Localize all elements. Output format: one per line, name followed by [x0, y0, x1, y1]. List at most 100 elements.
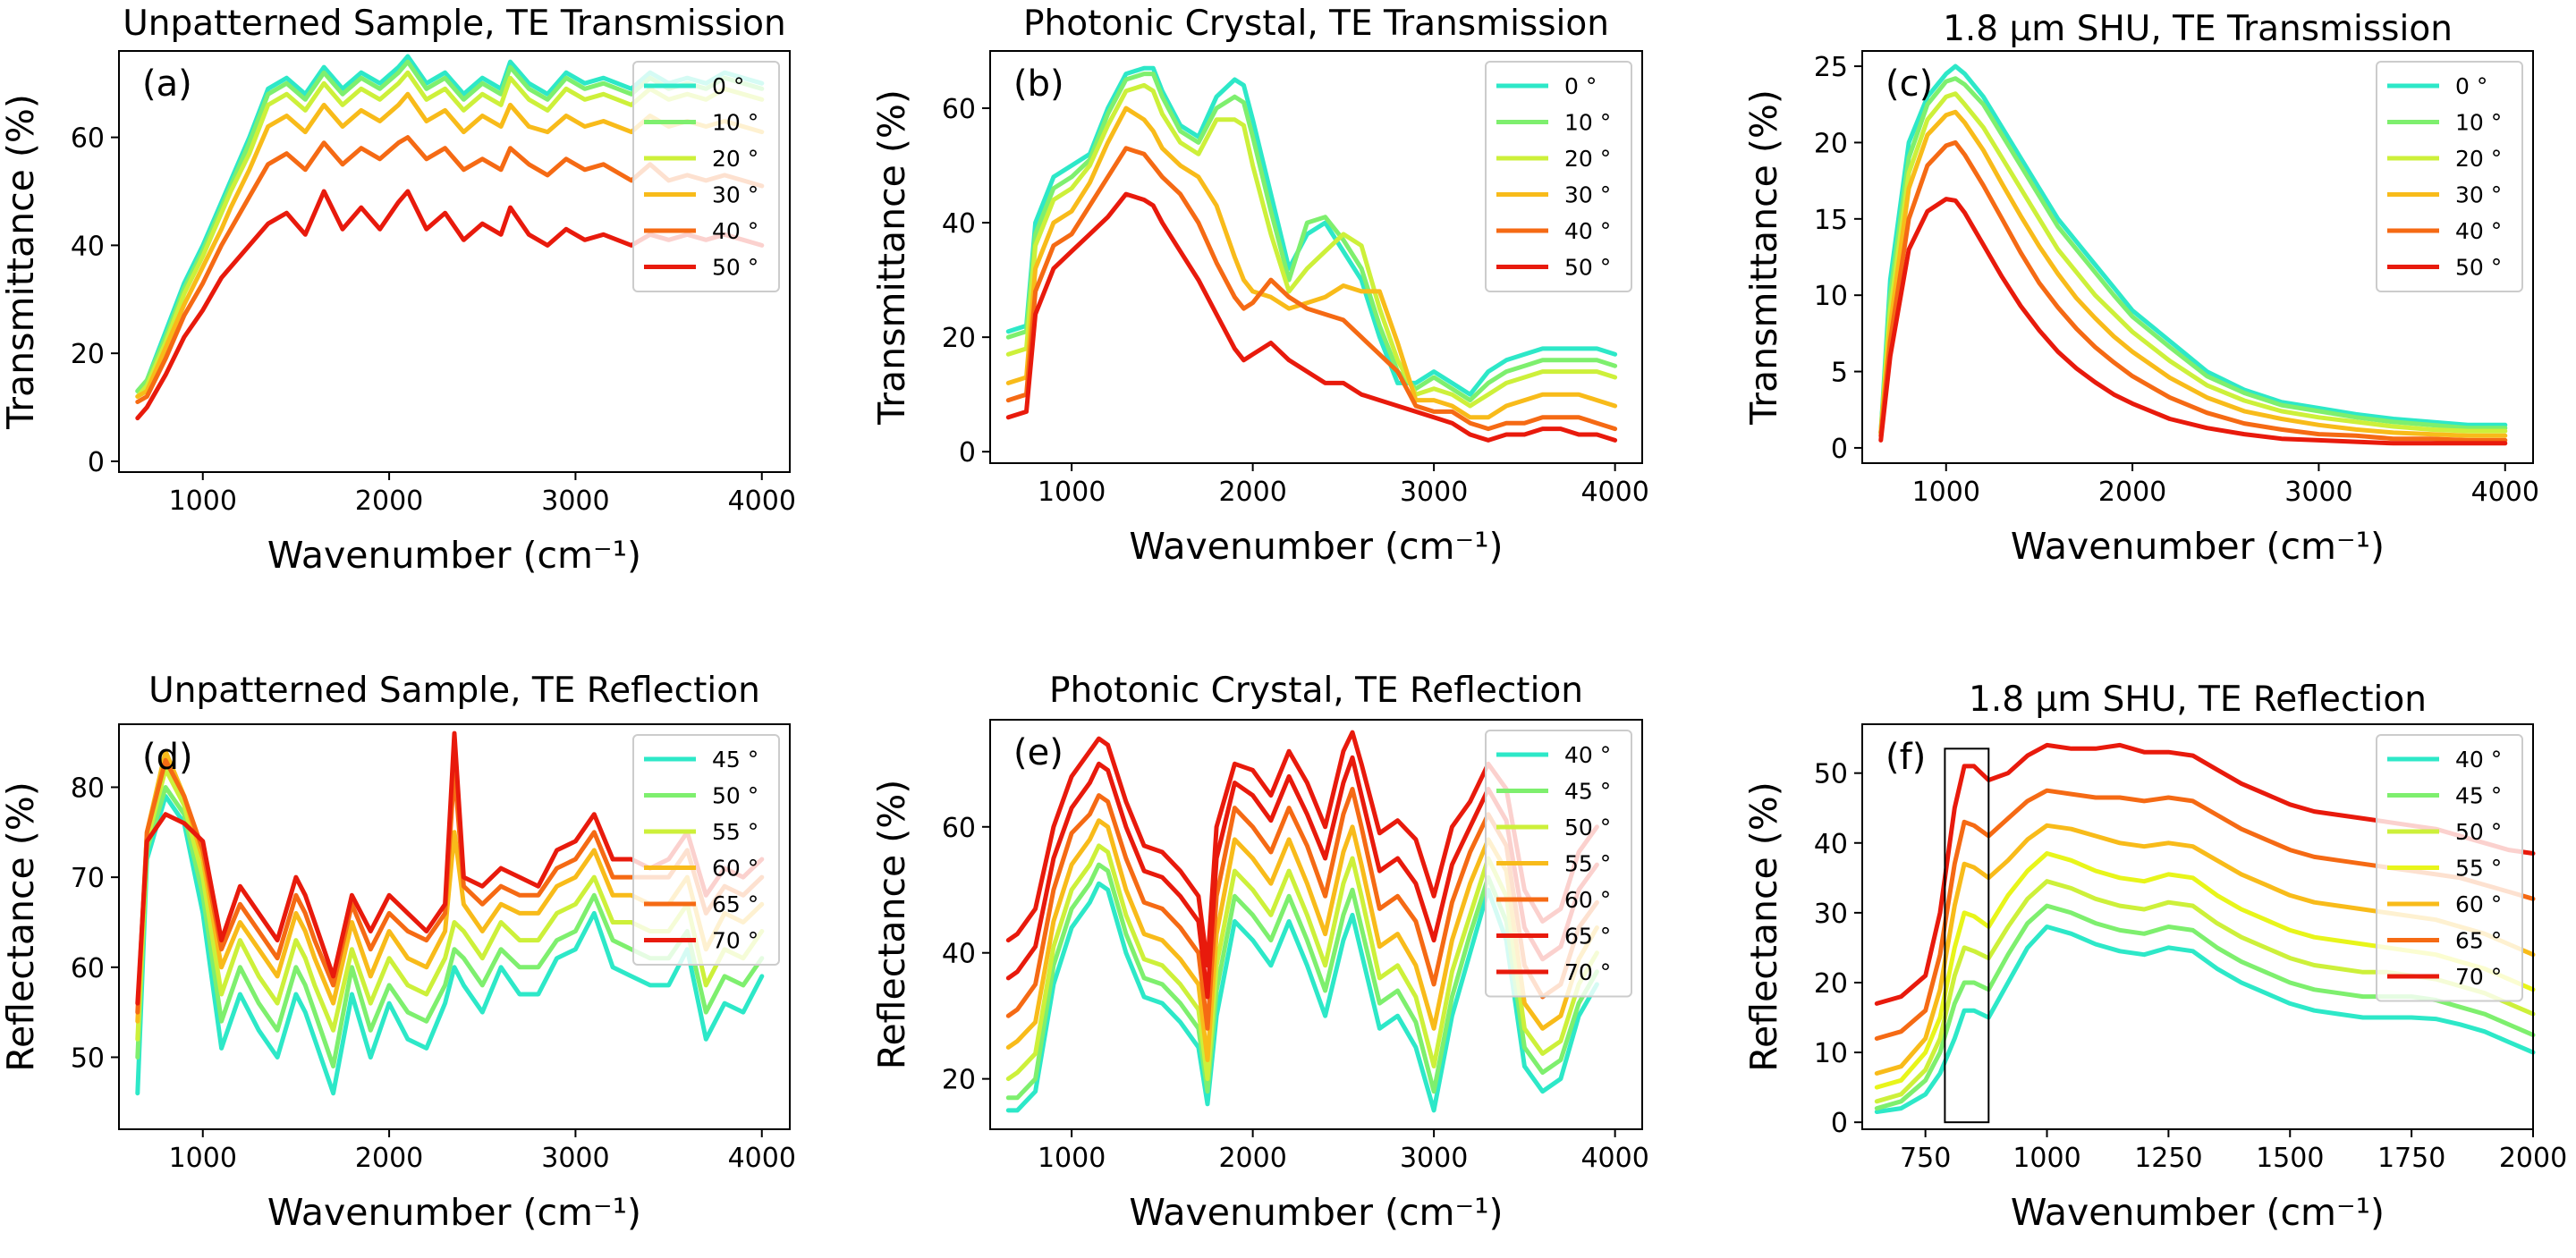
panel-label: (c) [1885, 63, 1933, 105]
legend: 40 ° 45 ° 50 ° 55 ° 60 ° 65 ° 70 ° [2376, 734, 2523, 1002]
panel-label: (a) [142, 63, 192, 105]
y-tick-label: 70 [71, 863, 105, 894]
x-tick-label: 4000 [2471, 477, 2539, 508]
x-tick-label: 1000 [1038, 1143, 1106, 1174]
panel-e: 1000 2000 3000 4000 20 40 60 Photonic Crystal, … [870, 671, 1649, 1234]
x-axis-label: Wavenumber (cm⁻¹) [1129, 525, 1503, 568]
chart-title: Unpatterned Sample, TE Reflection [148, 671, 760, 711]
series-line [1005, 146, 1618, 432]
x-tick-label: 3000 [2284, 477, 2352, 508]
y-tick-label: 40 [71, 231, 105, 262]
y-axis-label: Reflectance (%) [870, 780, 913, 1069]
x-tick-label: 2000 [1218, 1143, 1286, 1174]
legend-entry: 55 ° [1564, 851, 1611, 877]
x-axis-label: Wavenumber (cm⁻¹) [1129, 1191, 1503, 1234]
legend-entry: 70 ° [712, 928, 758, 954]
panel-b: 1000 2000 3000 4000 0 20 40 60 Photonic Crystal,… [870, 4, 1649, 568]
legend: 0 ° 10 ° 20 ° 30 ° 40 ° 50 ° [1485, 61, 1632, 292]
x-tick-label: 1250 [2134, 1143, 2202, 1174]
x-axis-label: Wavenumber (cm⁻¹) [2011, 1191, 2385, 1234]
y-tick-label: 15 [1814, 205, 1848, 236]
y-tick-label: 0 [959, 437, 976, 469]
series-line [1878, 76, 2508, 435]
series-line [1878, 197, 2508, 446]
series-line [1874, 925, 2536, 1114]
y-tick-label: 50 [71, 1043, 105, 1074]
chart-title: Photonic Crystal, TE Transmission [1023, 4, 1609, 44]
legend: 0 ° 10 ° 20 ° 30 ° 40 ° 50 ° [2376, 61, 2523, 292]
legend-entry: 55 ° [712, 819, 758, 845]
legend: 40 ° 45 ° 50 ° 55 ° 60 ° 65 ° 70 ° [1485, 730, 1632, 998]
x-tick-label: 2000 [1218, 477, 1286, 508]
legend-entry: 10 ° [2455, 110, 2502, 136]
legend-entry: 40 ° [2455, 747, 2502, 773]
legend-entry: 55 ° [2455, 856, 2502, 882]
legend-entry: 70 ° [1564, 959, 1611, 985]
x-tick-label: 1000 [169, 1143, 237, 1174]
legend-box [632, 734, 780, 966]
legend-entry: 65 ° [2455, 928, 2502, 954]
x-tick-label: 750 [1900, 1143, 1951, 1174]
legend-entry: 40 ° [2455, 218, 2502, 244]
legend-entry: 0 ° [1564, 73, 1597, 99]
legend-entry: 40 ° [1564, 742, 1611, 768]
panel-d: 1000 2000 3000 4000 50 60 70 80 Unpatterned Samp… [0, 671, 796, 1234]
legend-entry: 60 ° [712, 856, 758, 882]
legend-entry: 40 ° [1564, 218, 1611, 244]
panel-label: (d) [142, 737, 193, 778]
series-line [135, 794, 765, 1096]
legend-entry: 60 ° [1564, 887, 1611, 913]
legend-entry: 20 ° [2455, 146, 2502, 172]
x-tick-label: 4000 [728, 1143, 796, 1174]
legend-box [2376, 61, 2523, 292]
x-tick-label: 1750 [2377, 1143, 2445, 1174]
x-tick-label: 1000 [1912, 477, 1980, 508]
panel-a: 1000 2000 3000 4000 0 20 40 60 Unpatterned Sampl… [0, 4, 796, 577]
x-axis-label: Wavenumber (cm⁻¹) [267, 1191, 641, 1234]
legend-entry: 30 ° [712, 182, 758, 208]
x-tick-label: 1000 [169, 485, 237, 517]
y-tick-label: 20 [1814, 968, 1848, 1000]
series-line [1878, 91, 2508, 435]
y-tick-label: 20 [1814, 128, 1848, 159]
y-tick-label: 60 [942, 813, 976, 844]
y-tick-label: 5 [1831, 358, 1848, 389]
legend-entry: 0 ° [2455, 73, 2487, 99]
axes-frame [118, 723, 791, 1130]
panel-c: 1000 2000 3000 4000 0 5 10 15 20 25 1.8 μm SHU, TE… [1742, 9, 2539, 568]
y-axis-label: Transmittance (%) [0, 94, 42, 430]
y-tick-label: 60 [942, 94, 976, 125]
y-tick-label: 60 [71, 123, 105, 155]
y-axis-label: Transmittance (%) [1742, 89, 1785, 426]
x-tick-label: 1000 [1038, 477, 1106, 508]
legend-entry: 0 ° [712, 73, 744, 99]
y-tick-label: 20 [942, 323, 976, 354]
y-tick-label: 40 [1814, 829, 1848, 860]
y-tick-label: 50 [1814, 759, 1848, 790]
legend-box [1485, 730, 1632, 998]
series-line [1005, 82, 1618, 409]
legend-entry: 60 ° [2455, 891, 2502, 917]
annotation-box [1944, 747, 1990, 1124]
legend-entry: 50 ° [1564, 255, 1611, 281]
series-line [1005, 72, 1618, 403]
legend-entry: 10 ° [1564, 110, 1611, 136]
x-tick-label: 4000 [728, 485, 796, 517]
legend-entry: 45 ° [2455, 783, 2502, 809]
y-tick-label: 0 [1831, 434, 1848, 465]
x-tick-label: 2000 [355, 485, 423, 517]
y-tick-label: 20 [71, 339, 105, 370]
x-tick-label: 2000 [355, 1143, 423, 1174]
y-axis-label: Transmittance (%) [870, 89, 913, 426]
legend: 0 ° 10 ° 20 ° 30 ° 40 ° 50 ° [632, 61, 780, 292]
legend-entry: 65 ° [712, 891, 758, 917]
chart-title: Photonic Crystal, TE Reflection [1049, 671, 1583, 711]
legend-entry: 70 ° [2455, 964, 2502, 990]
x-tick-label: 1500 [2256, 1143, 2324, 1174]
legend-entry: 20 ° [1564, 146, 1611, 172]
x-tick-label: 2000 [2499, 1143, 2567, 1174]
axes-frame [989, 719, 1643, 1130]
legend-entry: 40 ° [712, 218, 758, 244]
y-axis-label: Reflectance (%) [1742, 781, 1785, 1071]
x-axis-label: Wavenumber (cm⁻¹) [2011, 525, 2385, 568]
